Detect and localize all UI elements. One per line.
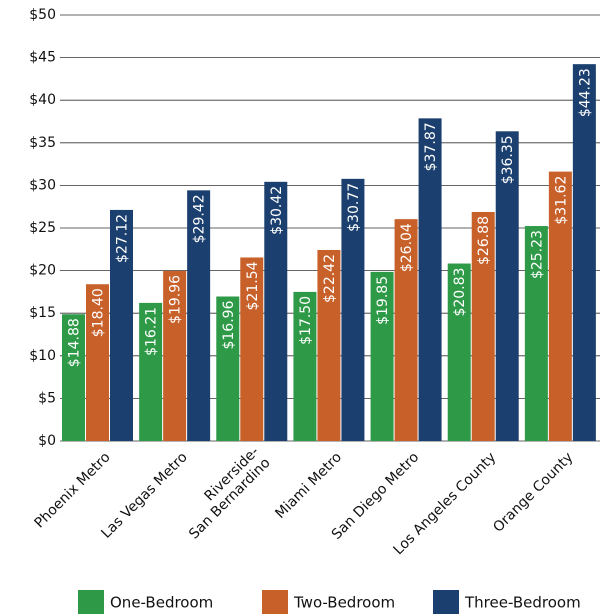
legend-swatch	[433, 590, 459, 614]
legend-swatch	[262, 590, 288, 614]
value-label: $26.04	[399, 223, 415, 272]
y-tick-label: $15	[29, 305, 56, 321]
legend-label: One-Bedroom	[110, 594, 213, 612]
bar	[264, 181, 288, 441]
value-label: $16.21	[144, 307, 160, 356]
value-label: $25.23	[529, 230, 545, 279]
value-label: $20.83	[452, 268, 468, 317]
bar	[341, 178, 365, 441]
y-tick-label: $10	[29, 348, 56, 364]
bar	[495, 131, 519, 441]
bar	[187, 190, 211, 441]
bar	[418, 118, 442, 442]
value-label: $17.50	[298, 296, 314, 345]
bar	[471, 211, 495, 441]
value-label: $18.40	[91, 288, 107, 337]
value-label: $29.42	[192, 194, 208, 243]
value-label: $37.87	[423, 122, 439, 171]
value-label: $30.42	[269, 186, 285, 235]
y-tick-label: $30	[29, 177, 56, 193]
y-tick-label: $50	[29, 7, 56, 23]
value-label: $16.96	[221, 300, 237, 349]
x-tick-label: Las Vegas Metro	[98, 449, 190, 541]
value-label: $22.42	[322, 254, 338, 303]
bar	[317, 249, 341, 441]
value-label: $31.62	[553, 176, 569, 225]
bar	[86, 284, 109, 441]
bar	[216, 296, 240, 441]
y-tick-label: $45	[29, 50, 56, 66]
value-label: $19.85	[375, 276, 391, 325]
bar	[572, 64, 596, 441]
bar	[110, 209, 133, 441]
y-tick-label: $35	[29, 135, 56, 151]
bar	[163, 270, 187, 441]
bar	[240, 257, 264, 441]
bar	[370, 271, 394, 441]
bar	[394, 219, 418, 441]
x-tick-label: Orange County	[490, 449, 576, 535]
bar	[548, 171, 572, 441]
x-tick-label: Riverside-San Bernardino	[175, 444, 274, 543]
value-label: $44.23	[577, 68, 593, 117]
value-label: $19.96	[168, 275, 184, 324]
y-tick-label: $40	[29, 92, 56, 108]
bar	[293, 291, 317, 441]
value-label: $14.88	[67, 318, 83, 367]
y-tick-label: $0	[38, 433, 56, 449]
value-label: $26.88	[476, 216, 492, 265]
x-tick-label: Phoenix Metro	[31, 449, 113, 531]
value-label: $21.54	[245, 261, 261, 310]
legend-swatch	[78, 590, 104, 614]
x-tick-label: Miami Metro	[272, 449, 345, 522]
bar	[524, 226, 548, 441]
bar	[139, 302, 163, 441]
bar	[62, 314, 85, 441]
value-label: $36.35	[500, 135, 516, 184]
legend-label: Two-Bedroom	[293, 594, 395, 612]
value-label: $27.12	[115, 214, 131, 263]
y-tick-label: $20	[29, 263, 56, 279]
bar	[447, 263, 471, 441]
y-tick-label: $5	[38, 390, 56, 406]
value-label: $30.77	[346, 183, 362, 232]
y-tick-label: $25	[29, 220, 56, 236]
legend-label: Three-Bedroom	[464, 594, 581, 612]
